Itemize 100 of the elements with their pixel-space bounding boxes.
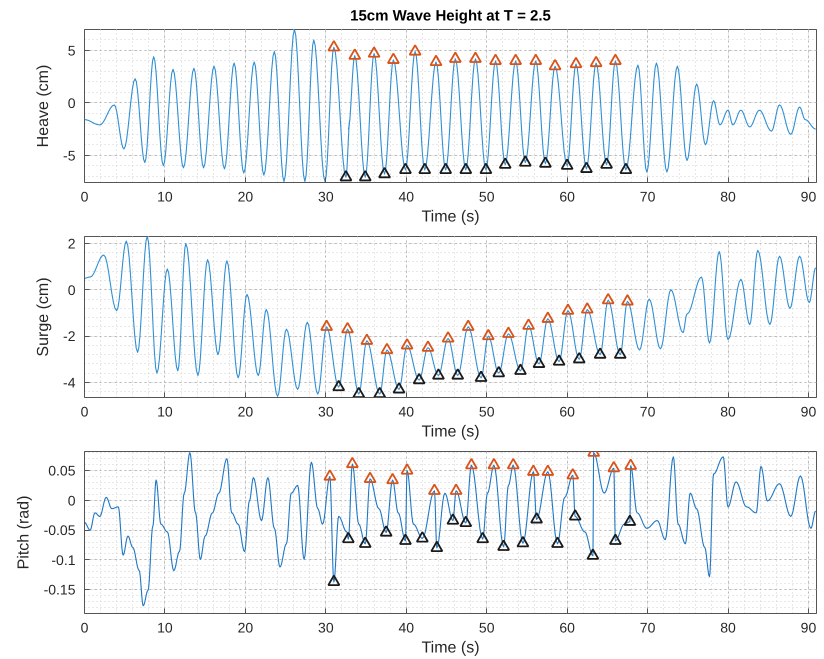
x-tick-label: 50 — [478, 620, 495, 636]
x-tick-label: 20 — [238, 620, 254, 636]
point — [586, 548, 600, 560]
x-tick-label: 20 — [238, 404, 254, 420]
point — [532, 356, 546, 368]
point — [412, 372, 426, 384]
point — [358, 536, 372, 548]
point — [451, 368, 464, 380]
point — [552, 354, 566, 366]
point — [476, 532, 490, 544]
point — [378, 166, 391, 178]
point — [497, 540, 510, 551]
point — [522, 318, 535, 330]
y-tick-label: -0.05 — [44, 522, 76, 538]
y-tick-label: -5 — [63, 147, 76, 164]
x-tick-label: 10 — [157, 620, 173, 636]
y-tick-label: -0.15 — [44, 582, 76, 598]
point — [408, 44, 422, 56]
y-tick-label: 0.05 — [48, 462, 76, 479]
point — [600, 157, 613, 169]
point — [432, 368, 445, 380]
point — [516, 536, 530, 548]
x-tick-label: 60 — [559, 404, 576, 420]
point — [502, 326, 515, 338]
x-tick-label: 70 — [640, 404, 656, 420]
y-tick-label: -2 — [63, 328, 76, 344]
x-tick-label: 80 — [720, 404, 736, 420]
point — [320, 320, 334, 331]
x-axis-title: Time (s) — [421, 208, 480, 226]
point — [442, 331, 454, 343]
x-tick-label: 60 — [559, 620, 576, 636]
point — [428, 484, 441, 495]
point — [430, 540, 444, 552]
chart-title: 15cm Wave Height at T = 2.5 — [350, 8, 551, 24]
point — [479, 162, 492, 174]
point — [448, 52, 462, 63]
y-tick-label: 0 — [68, 282, 76, 298]
point — [422, 340, 434, 352]
point — [327, 40, 340, 52]
y-axis-title: Surge (cm) — [35, 277, 52, 357]
point — [399, 534, 412, 545]
point — [506, 458, 520, 470]
x-tick-label: 60 — [559, 188, 576, 204]
point — [360, 333, 374, 345]
point — [580, 302, 594, 314]
point — [609, 534, 622, 545]
x-tick-label: 30 — [318, 620, 334, 636]
point — [340, 170, 352, 182]
point — [469, 52, 482, 63]
point — [530, 512, 543, 524]
x-tick-label: 20 — [238, 188, 254, 204]
point — [498, 157, 512, 169]
point — [560, 158, 574, 170]
point — [380, 342, 394, 354]
y-axis-title: Pitch (rad) — [16, 496, 33, 570]
point — [623, 514, 636, 526]
point — [492, 366, 506, 378]
point — [518, 155, 532, 167]
x-tick-label: 80 — [720, 188, 736, 204]
y-tick-label: 0 — [68, 94, 76, 111]
x-tick-label: 70 — [640, 188, 656, 204]
point — [614, 347, 627, 359]
x-tick-label: 30 — [318, 188, 334, 204]
point — [572, 352, 586, 364]
point — [364, 472, 376, 483]
point — [594, 347, 607, 359]
point — [465, 458, 478, 470]
x-tick-label: 90 — [800, 620, 816, 636]
point — [430, 54, 442, 66]
y-tick-label: -4 — [63, 374, 76, 390]
point — [416, 531, 429, 543]
x-tick-label: 80 — [720, 620, 736, 636]
point — [621, 294, 634, 306]
point — [459, 516, 472, 528]
point — [358, 170, 372, 182]
x-tick-label: 40 — [398, 188, 414, 204]
point — [551, 536, 564, 548]
point — [368, 46, 380, 58]
y-tick-label: 2 — [68, 235, 76, 252]
x-tick-label: 70 — [640, 620, 656, 636]
point — [399, 162, 412, 174]
y-axis-title: Heave (cm) — [35, 64, 52, 148]
point — [607, 460, 620, 472]
point — [568, 509, 582, 520]
point — [489, 54, 502, 66]
point — [539, 156, 552, 168]
point — [327, 574, 340, 586]
point — [450, 484, 463, 495]
point — [488, 458, 500, 470]
point — [580, 162, 593, 173]
point — [400, 463, 414, 475]
point — [446, 513, 460, 525]
point — [541, 464, 554, 476]
point — [482, 328, 495, 340]
x-axis-title: Time (s) — [421, 640, 480, 656]
point — [341, 322, 354, 334]
point — [548, 58, 562, 70]
x-tick-label: 50 — [478, 188, 495, 204]
x-tick-label: 90 — [800, 188, 816, 204]
x-tick-label: 0 — [80, 188, 89, 204]
